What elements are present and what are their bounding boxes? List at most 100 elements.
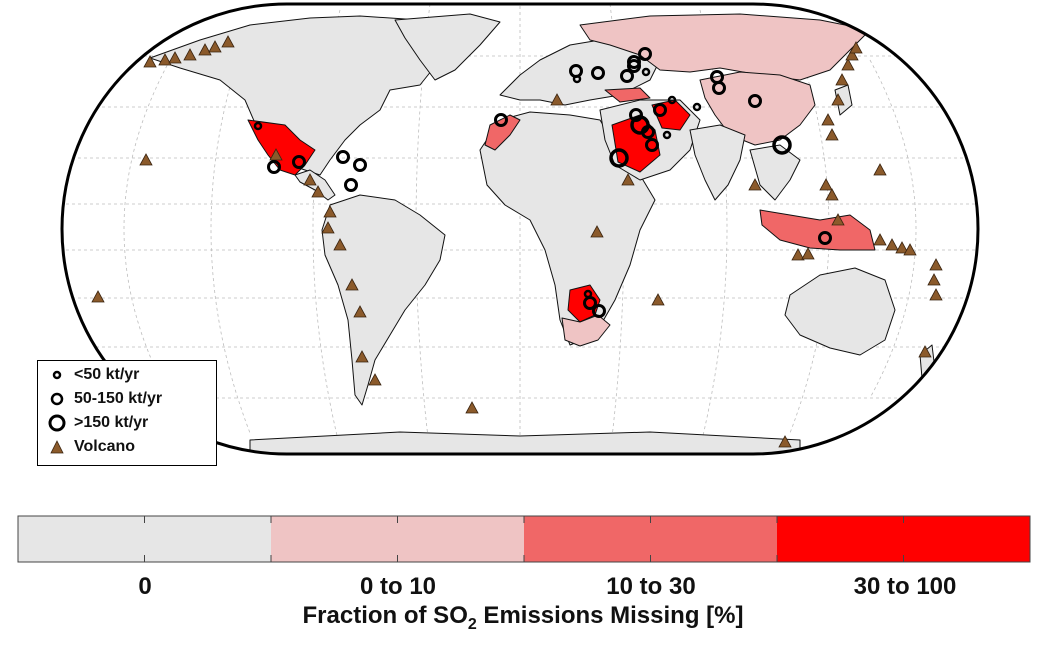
volcano-marker bbox=[221, 35, 235, 48]
colorbar-title: Fraction of SO2 Emissions Missing [%] bbox=[303, 602, 744, 634]
volcano-marker bbox=[825, 188, 839, 201]
volcano-marker bbox=[368, 373, 382, 386]
source-medium-circle bbox=[494, 113, 508, 127]
volcano-marker bbox=[550, 93, 564, 106]
volcano-marker bbox=[929, 288, 943, 301]
south-africa-land bbox=[561, 314, 611, 347]
source-medium-circle bbox=[712, 81, 726, 95]
source-medium-circle bbox=[344, 178, 358, 192]
volcano-marker bbox=[303, 173, 317, 186]
volcano-marker bbox=[158, 53, 172, 66]
volcano-marker bbox=[835, 73, 849, 86]
source-medium-circle bbox=[592, 304, 606, 318]
volcano-marker bbox=[139, 153, 153, 166]
volcano-marker bbox=[845, 48, 859, 61]
source-medium-circle bbox=[620, 69, 634, 83]
mexico-land bbox=[247, 119, 316, 176]
legend-label-small: <50 kt/yr bbox=[74, 366, 140, 383]
volcano-marker bbox=[143, 55, 157, 68]
japan-land bbox=[834, 84, 853, 116]
volcano-marker bbox=[198, 43, 212, 56]
volcano-marker bbox=[208, 40, 222, 53]
volcano-marker bbox=[801, 247, 815, 260]
legend-item-medium: 50-150 kt/yr bbox=[44, 389, 162, 409]
source-medium-circle bbox=[748, 94, 762, 108]
volcano-marker bbox=[791, 248, 805, 261]
volcano-marker bbox=[929, 258, 943, 271]
volcano-marker bbox=[825, 128, 839, 141]
source-small-circle bbox=[667, 95, 677, 105]
indonesia-land bbox=[759, 209, 876, 251]
volcano-marker bbox=[269, 148, 283, 161]
volcano-marker bbox=[321, 221, 335, 234]
source-large-circle bbox=[772, 135, 792, 155]
colorbar-title-end: Emissions Missing [%] bbox=[476, 602, 744, 629]
colorbar-title-main: Fraction of SO bbox=[302, 602, 468, 629]
volcano-marker bbox=[333, 238, 347, 251]
source-medium-circle bbox=[653, 103, 667, 117]
source-medium-circle bbox=[292, 155, 306, 169]
medium-circle-icon bbox=[50, 392, 64, 406]
antarctica-land bbox=[249, 431, 801, 454]
small-circle-icon bbox=[52, 370, 62, 380]
map-legend: <50 kt/yr 50-150 kt/yr >150 kt/yr Volcan… bbox=[37, 360, 217, 466]
volcano-marker bbox=[819, 178, 833, 191]
volcano-marker bbox=[873, 233, 887, 246]
source-medium-circle bbox=[629, 108, 643, 122]
volcano-marker bbox=[353, 305, 367, 318]
volcano-marker bbox=[183, 48, 197, 61]
morocco-land bbox=[484, 114, 521, 151]
source-medium-circle bbox=[645, 138, 659, 152]
volcano-marker bbox=[465, 401, 479, 414]
greenland-land bbox=[394, 13, 501, 81]
volcano-marker bbox=[873, 163, 887, 176]
source-medium-circle bbox=[591, 66, 605, 80]
source-small-circle bbox=[572, 74, 582, 84]
volcano-marker bbox=[831, 93, 845, 106]
volcano-marker bbox=[651, 293, 665, 306]
legend-label-volcano: Volcano bbox=[74, 438, 136, 455]
china-land bbox=[699, 71, 816, 146]
south-america-land bbox=[321, 194, 446, 406]
emission-source-markers bbox=[253, 47, 832, 318]
colorbar-title-subscript: 2 bbox=[467, 615, 477, 633]
source-small-circle bbox=[253, 121, 263, 131]
source-medium-circle bbox=[818, 231, 832, 245]
volcano-triangle-icon bbox=[50, 440, 64, 454]
volcano-marker bbox=[621, 173, 635, 186]
volcano-marker bbox=[91, 290, 105, 303]
colorbar-label-1: 0 to 10 bbox=[359, 573, 437, 600]
colorbar-segment-1 bbox=[271, 516, 524, 562]
volcano-marker bbox=[168, 51, 182, 64]
colorbar bbox=[17, 515, 1031, 563]
volcano-marker bbox=[590, 225, 604, 238]
source-medium-circle bbox=[638, 47, 652, 61]
colorbar-segment-2 bbox=[524, 516, 777, 562]
volcano-marker bbox=[841, 58, 855, 71]
large-circle-icon bbox=[48, 414, 66, 432]
colorbar-segment-3 bbox=[777, 516, 1030, 562]
source-medium-circle bbox=[353, 158, 367, 172]
source-medium-circle bbox=[627, 55, 641, 69]
volcano-marker bbox=[895, 241, 909, 254]
volcano-marker bbox=[831, 213, 845, 226]
source-medium-circle bbox=[336, 150, 350, 164]
southeast-asia-land bbox=[749, 144, 801, 201]
turkey-land bbox=[604, 87, 651, 103]
legend-item-volcano: Volcano bbox=[44, 437, 135, 457]
source-small-circle bbox=[692, 102, 702, 112]
map-frame bbox=[60, 2, 980, 456]
volcano-marker bbox=[885, 238, 899, 251]
colorbar-segment-0 bbox=[18, 516, 271, 562]
volcano-marker bbox=[748, 178, 762, 191]
volcano-marker bbox=[311, 185, 325, 198]
colorbar-label-3: 30 to 100 bbox=[853, 573, 957, 600]
volcano-marker bbox=[903, 243, 917, 256]
volcano-marker bbox=[778, 435, 792, 448]
colorbar-label-0: 0 bbox=[138, 573, 152, 600]
source-small-circle bbox=[641, 67, 651, 77]
volcano-marker bbox=[355, 350, 369, 363]
legend-label-medium: 50-150 kt/yr bbox=[74, 390, 163, 407]
volcano-marker bbox=[918, 345, 932, 358]
